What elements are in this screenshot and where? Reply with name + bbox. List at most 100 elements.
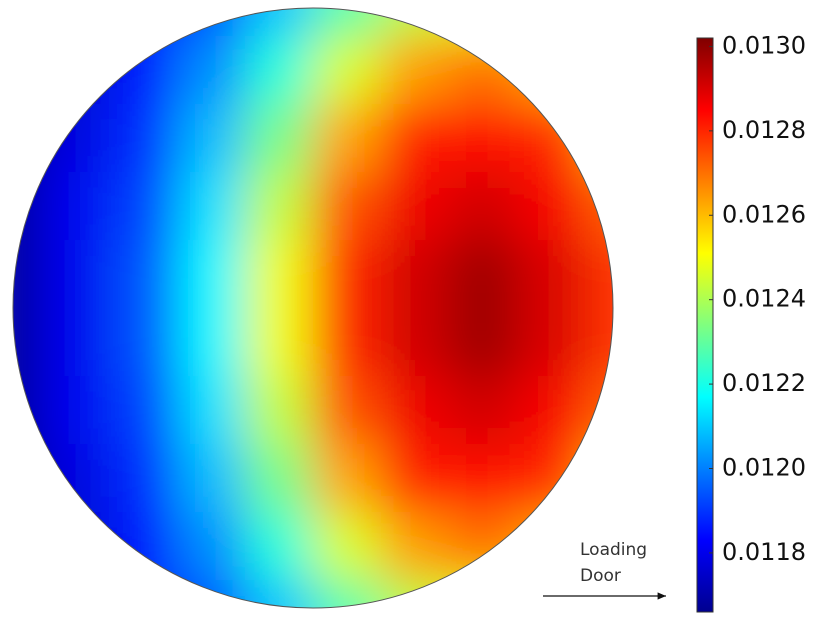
field-cell: [13, 36, 42, 105]
colorbar-tick-label: 0.0120: [722, 454, 806, 482]
field-cell: [13, 8, 42, 37]
field-cell: [449, 172, 518, 241]
field-cell: [13, 308, 42, 377]
field-cell: [109, 8, 178, 37]
field-cell: [109, 172, 178, 241]
field-cell: [449, 308, 518, 377]
field-cell: [245, 580, 314, 608]
field-cell: [245, 104, 314, 173]
field-cell: [109, 104, 178, 173]
field-cell: [313, 240, 382, 309]
field-cell: [245, 8, 314, 37]
field-cell: [585, 36, 613, 105]
field-cell: [449, 240, 518, 309]
field-cell: [41, 8, 110, 37]
field-cell: [313, 512, 382, 581]
field-cell: [41, 172, 110, 241]
field-cell: [109, 240, 178, 309]
field-cell: [13, 240, 42, 309]
colorbar-tick-label: 0.0118: [722, 538, 806, 566]
field-cell: [449, 444, 518, 513]
field-cell: [177, 512, 246, 581]
field-cell: [381, 36, 450, 105]
field-cell: [517, 8, 586, 37]
colorbar-tick-label: 0.0122: [722, 369, 806, 397]
field-cell: [245, 172, 314, 241]
annotation: Door: [580, 566, 621, 586]
field-cell: [313, 172, 382, 241]
field-cell: [245, 240, 314, 309]
field-cell: [449, 376, 518, 445]
field-cell: [381, 580, 450, 608]
field-cell: [177, 376, 246, 445]
field-cell: [177, 308, 246, 377]
field-cell: [517, 580, 586, 608]
field-cell: [381, 444, 450, 513]
field-cell: [13, 580, 42, 608]
field: [13, 8, 613, 608]
field-cell: [13, 376, 42, 445]
field-cell: [109, 580, 178, 608]
colorbar: [696, 37, 714, 613]
field-cell: [517, 240, 586, 309]
field-cell: [517, 172, 586, 241]
field-cell: [313, 104, 382, 173]
field-cell: [585, 240, 613, 309]
field-cell: [177, 580, 246, 608]
field-cell: [177, 104, 246, 173]
field-cell: [109, 444, 178, 513]
field-cell: [177, 172, 246, 241]
field-cell: [41, 36, 110, 105]
field-cell: [13, 512, 42, 581]
field-cell: [245, 308, 314, 377]
field-cell: [177, 444, 246, 513]
field-cell: [245, 376, 314, 445]
field-cell: [381, 104, 450, 173]
field-cell: [13, 444, 42, 513]
field-cell: [585, 104, 613, 173]
field-cell: [13, 172, 42, 241]
colorbar-tick-label: 0.0126: [722, 200, 806, 228]
field-cell: [517, 512, 586, 581]
field-cell: [41, 512, 110, 581]
field-cell: [517, 36, 586, 105]
field-cell: [41, 308, 110, 377]
disc-outline: [12, 7, 614, 609]
colorbar-tick-label: 0.0128: [722, 116, 806, 144]
field-cell: [41, 580, 110, 608]
colorbar-tick-label: 0.0124: [722, 285, 806, 313]
field-cell: [313, 580, 382, 608]
field-cell: [245, 36, 314, 105]
colorbar-ticks: 0.0130 0.0128 0.0126 0.0124 0.0122 0.0120 0.01…: [709, 31, 806, 566]
field-cell: [517, 308, 586, 377]
field-cell: [41, 376, 110, 445]
field-cell: [313, 444, 382, 513]
field-cell: [245, 512, 314, 581]
field-cell: [13, 104, 42, 173]
field-cell: [381, 512, 450, 581]
field-cell: [313, 36, 382, 105]
field-cells: [13, 8, 613, 608]
field-cell: [109, 376, 178, 445]
field-cell: [381, 376, 450, 445]
field-cell: [449, 8, 518, 37]
field-cell: [449, 104, 518, 173]
field-cell: [245, 444, 314, 513]
field-cell: [177, 240, 246, 309]
annotation: Loading: [580, 540, 647, 560]
field-cell: [585, 308, 613, 377]
field-cell: [41, 240, 110, 309]
field-cell: [517, 376, 586, 445]
field-cell: [585, 444, 613, 513]
field-cell: [381, 308, 450, 377]
field-cell: [449, 580, 518, 608]
field-cell: [381, 240, 450, 309]
field-cell: [313, 376, 382, 445]
field-cell: [381, 172, 450, 241]
field-cell: [313, 308, 382, 377]
colorbar-tick-label: 0.0130: [722, 31, 806, 59]
field-cell: [177, 36, 246, 105]
field-cell: [585, 8, 613, 37]
